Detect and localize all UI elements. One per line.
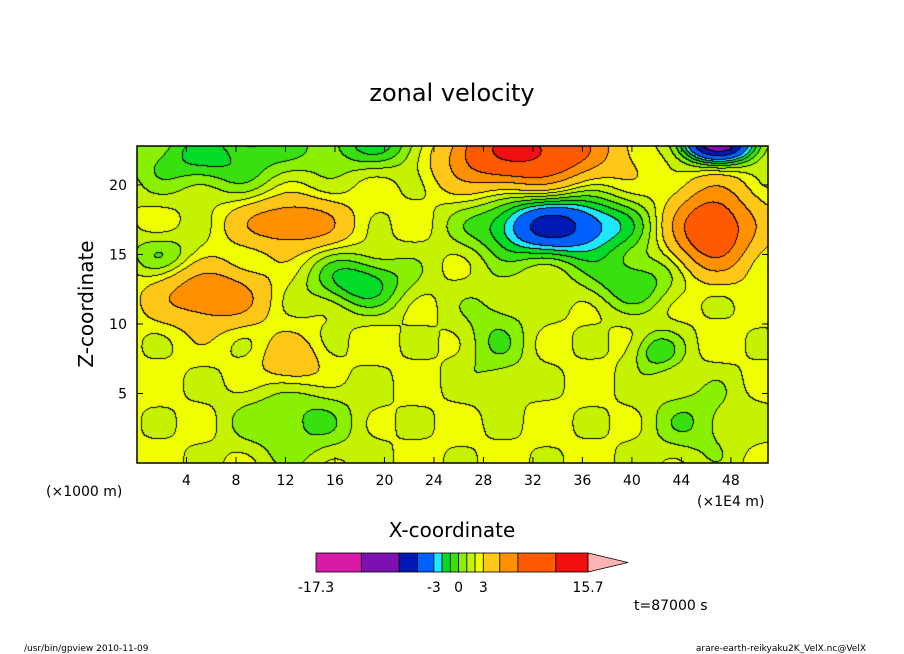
plot-frame [136, 145, 769, 464]
x-tick-label: 20 [376, 473, 394, 489]
x-axis: 4 8 12 16 20 24 28 32 36 40 44 48 [182, 146, 740, 489]
x-tick-label: 36 [573, 473, 591, 489]
x-tick-label: 24 [425, 473, 443, 489]
x-axis-label: X-coordinate [389, 518, 516, 542]
colorbar-bin [398, 552, 418, 573]
velocity-field-heatmap [137, 146, 768, 463]
colorbar-bin [433, 552, 443, 573]
y-axis-label: Z-coordinate [74, 240, 98, 367]
colorbar-bin [449, 552, 459, 573]
y-axis: 5 10 15 20 [109, 178, 768, 402]
time-annotation: t=87000 s [634, 598, 708, 614]
colorbar-bin [499, 552, 519, 573]
x-tick-label: 44 [672, 473, 690, 489]
colorbar-bin [482, 552, 501, 573]
y-tick-label: 15 [109, 247, 127, 263]
y-tick-label: 5 [118, 386, 127, 402]
x-tick-label: 48 [722, 473, 740, 489]
x-tick-label: 28 [475, 473, 493, 489]
colorbar-bin [360, 552, 400, 573]
colorbar-tick-label: 15.7 [572, 580, 603, 596]
colorbar-tick-label: -17.3 [298, 580, 334, 596]
footer-right: arare-earth-reikyaku2K_VelX.nc@VelX [696, 644, 866, 654]
x-tick-label: 40 [623, 473, 641, 489]
colorbar-bin [441, 552, 451, 573]
x-unit-right: (×1E4 m) [697, 494, 764, 510]
colorbar-extend-arrow [587, 552, 629, 573]
colorbar-tick-label: 3 [479, 580, 488, 596]
colorbar-tick-label: 0 [454, 580, 463, 596]
colorbar-bin [466, 552, 476, 573]
colorbar-bin [458, 552, 468, 573]
y-tick-label: 20 [109, 178, 127, 194]
colorbar-bin [315, 552, 362, 573]
colorbar-bin [517, 552, 557, 573]
plot-area [136, 145, 769, 464]
x-tick-label: 4 [182, 473, 191, 489]
x-tick-label: 12 [277, 473, 295, 489]
footer-left: /usr/bin/gpview 2010-11-09 [24, 644, 149, 654]
colorbar [315, 552, 629, 573]
chart-title: zonal velocity [369, 79, 534, 107]
colorbar-bin [555, 552, 589, 573]
x-tick-label: 16 [326, 473, 344, 489]
x-unit-left: (×1000 m) [46, 484, 122, 500]
x-tick-label: 32 [524, 473, 542, 489]
y-tick-label: 10 [109, 317, 127, 333]
colorbar-ticks: -17.3 -3 0 3 15.7 [298, 580, 604, 596]
colorbar-bin [474, 552, 484, 573]
colorbar-tick-label: -3 [427, 580, 441, 596]
colorbar-bin [416, 552, 435, 573]
x-tick-label: 8 [232, 473, 241, 489]
